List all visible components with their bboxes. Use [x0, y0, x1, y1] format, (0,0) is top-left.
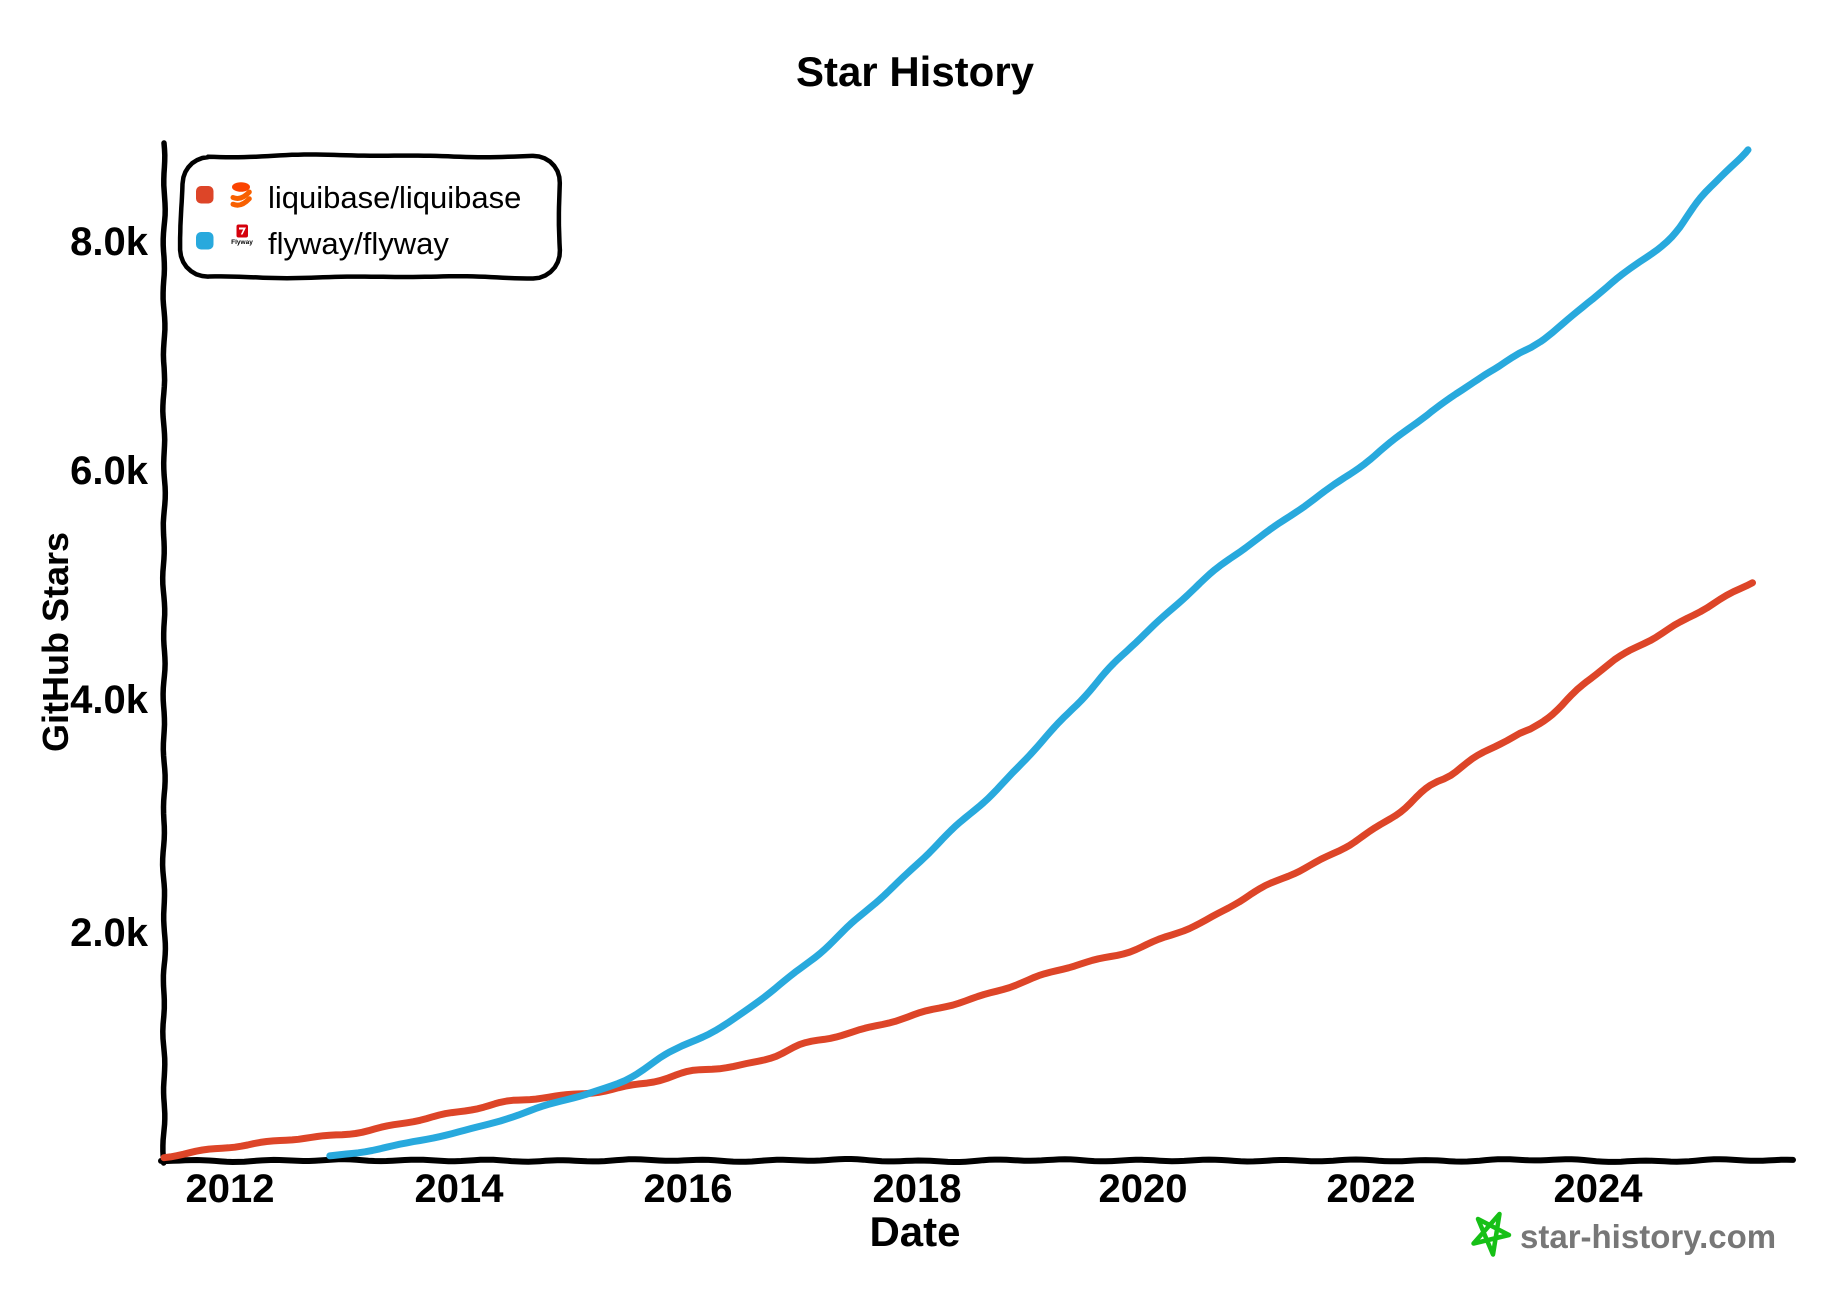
svg-text:2016: 2016: [644, 1167, 733, 1211]
svg-text:2.0k: 2.0k: [70, 911, 149, 955]
svg-text:2024: 2024: [1554, 1167, 1644, 1211]
svg-text:2022: 2022: [1327, 1167, 1416, 1211]
svg-text:flyway/flyway: flyway/flyway: [268, 226, 449, 261]
svg-text:6.0k: 6.0k: [70, 449, 149, 493]
svg-text:Flyway: Flyway: [231, 239, 253, 246]
svg-text:2018: 2018: [873, 1167, 962, 1211]
svg-text:Date: Date: [869, 1208, 960, 1255]
svg-text:2014: 2014: [415, 1167, 505, 1211]
svg-text:2020: 2020: [1099, 1167, 1188, 1211]
svg-text:Star History: Star History: [796, 48, 1035, 95]
svg-text:star-history.com: star-history.com: [1520, 1218, 1776, 1255]
svg-text:liquibase/liquibase: liquibase/liquibase: [268, 180, 521, 215]
svg-text:GitHub Stars: GitHub Stars: [35, 532, 76, 752]
svg-text:4.0k: 4.0k: [70, 678, 149, 722]
svg-text:8.0k: 8.0k: [70, 220, 149, 264]
svg-text:2012: 2012: [186, 1167, 275, 1211]
